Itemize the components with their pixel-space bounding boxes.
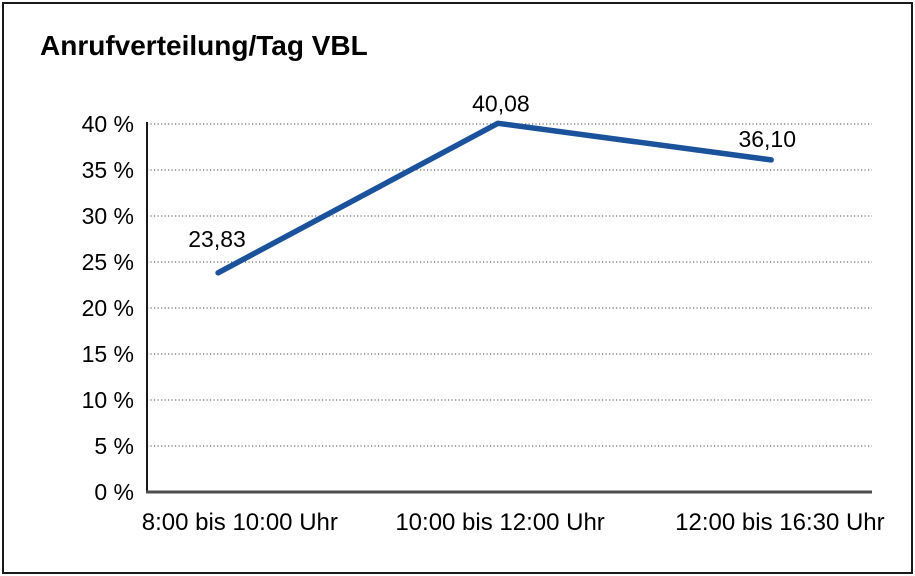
y-tick-label: 40 %: [82, 111, 134, 137]
y-tick-label: 20 %: [82, 295, 134, 321]
x-tick-label: 10:00 bis 12:00 Uhr: [395, 509, 604, 536]
data-series-line: [215, 120, 774, 276]
y-tick-label: 25 %: [82, 249, 134, 275]
y-tick-label: 0 %: [94, 479, 134, 505]
y-tick-label: 15 %: [82, 341, 134, 367]
y-tick-label: 5 %: [94, 433, 134, 459]
x-tick-label: 12:00 bis 16:30 Uhr: [675, 509, 884, 536]
chart-title: Anrufverteilung/Tag VBL: [40, 30, 368, 61]
y-tick-label: 35 %: [82, 157, 134, 183]
x-tick-label: 8:00 bis 10:00 Uhr: [142, 509, 338, 536]
y-tick-label: 30 %: [82, 203, 134, 229]
y-tick-label: 10 %: [82, 387, 134, 413]
data-point-label: 36,10: [738, 126, 796, 152]
data-point-label: 40,08: [472, 90, 530, 116]
data-point-label: 23,83: [188, 226, 246, 252]
